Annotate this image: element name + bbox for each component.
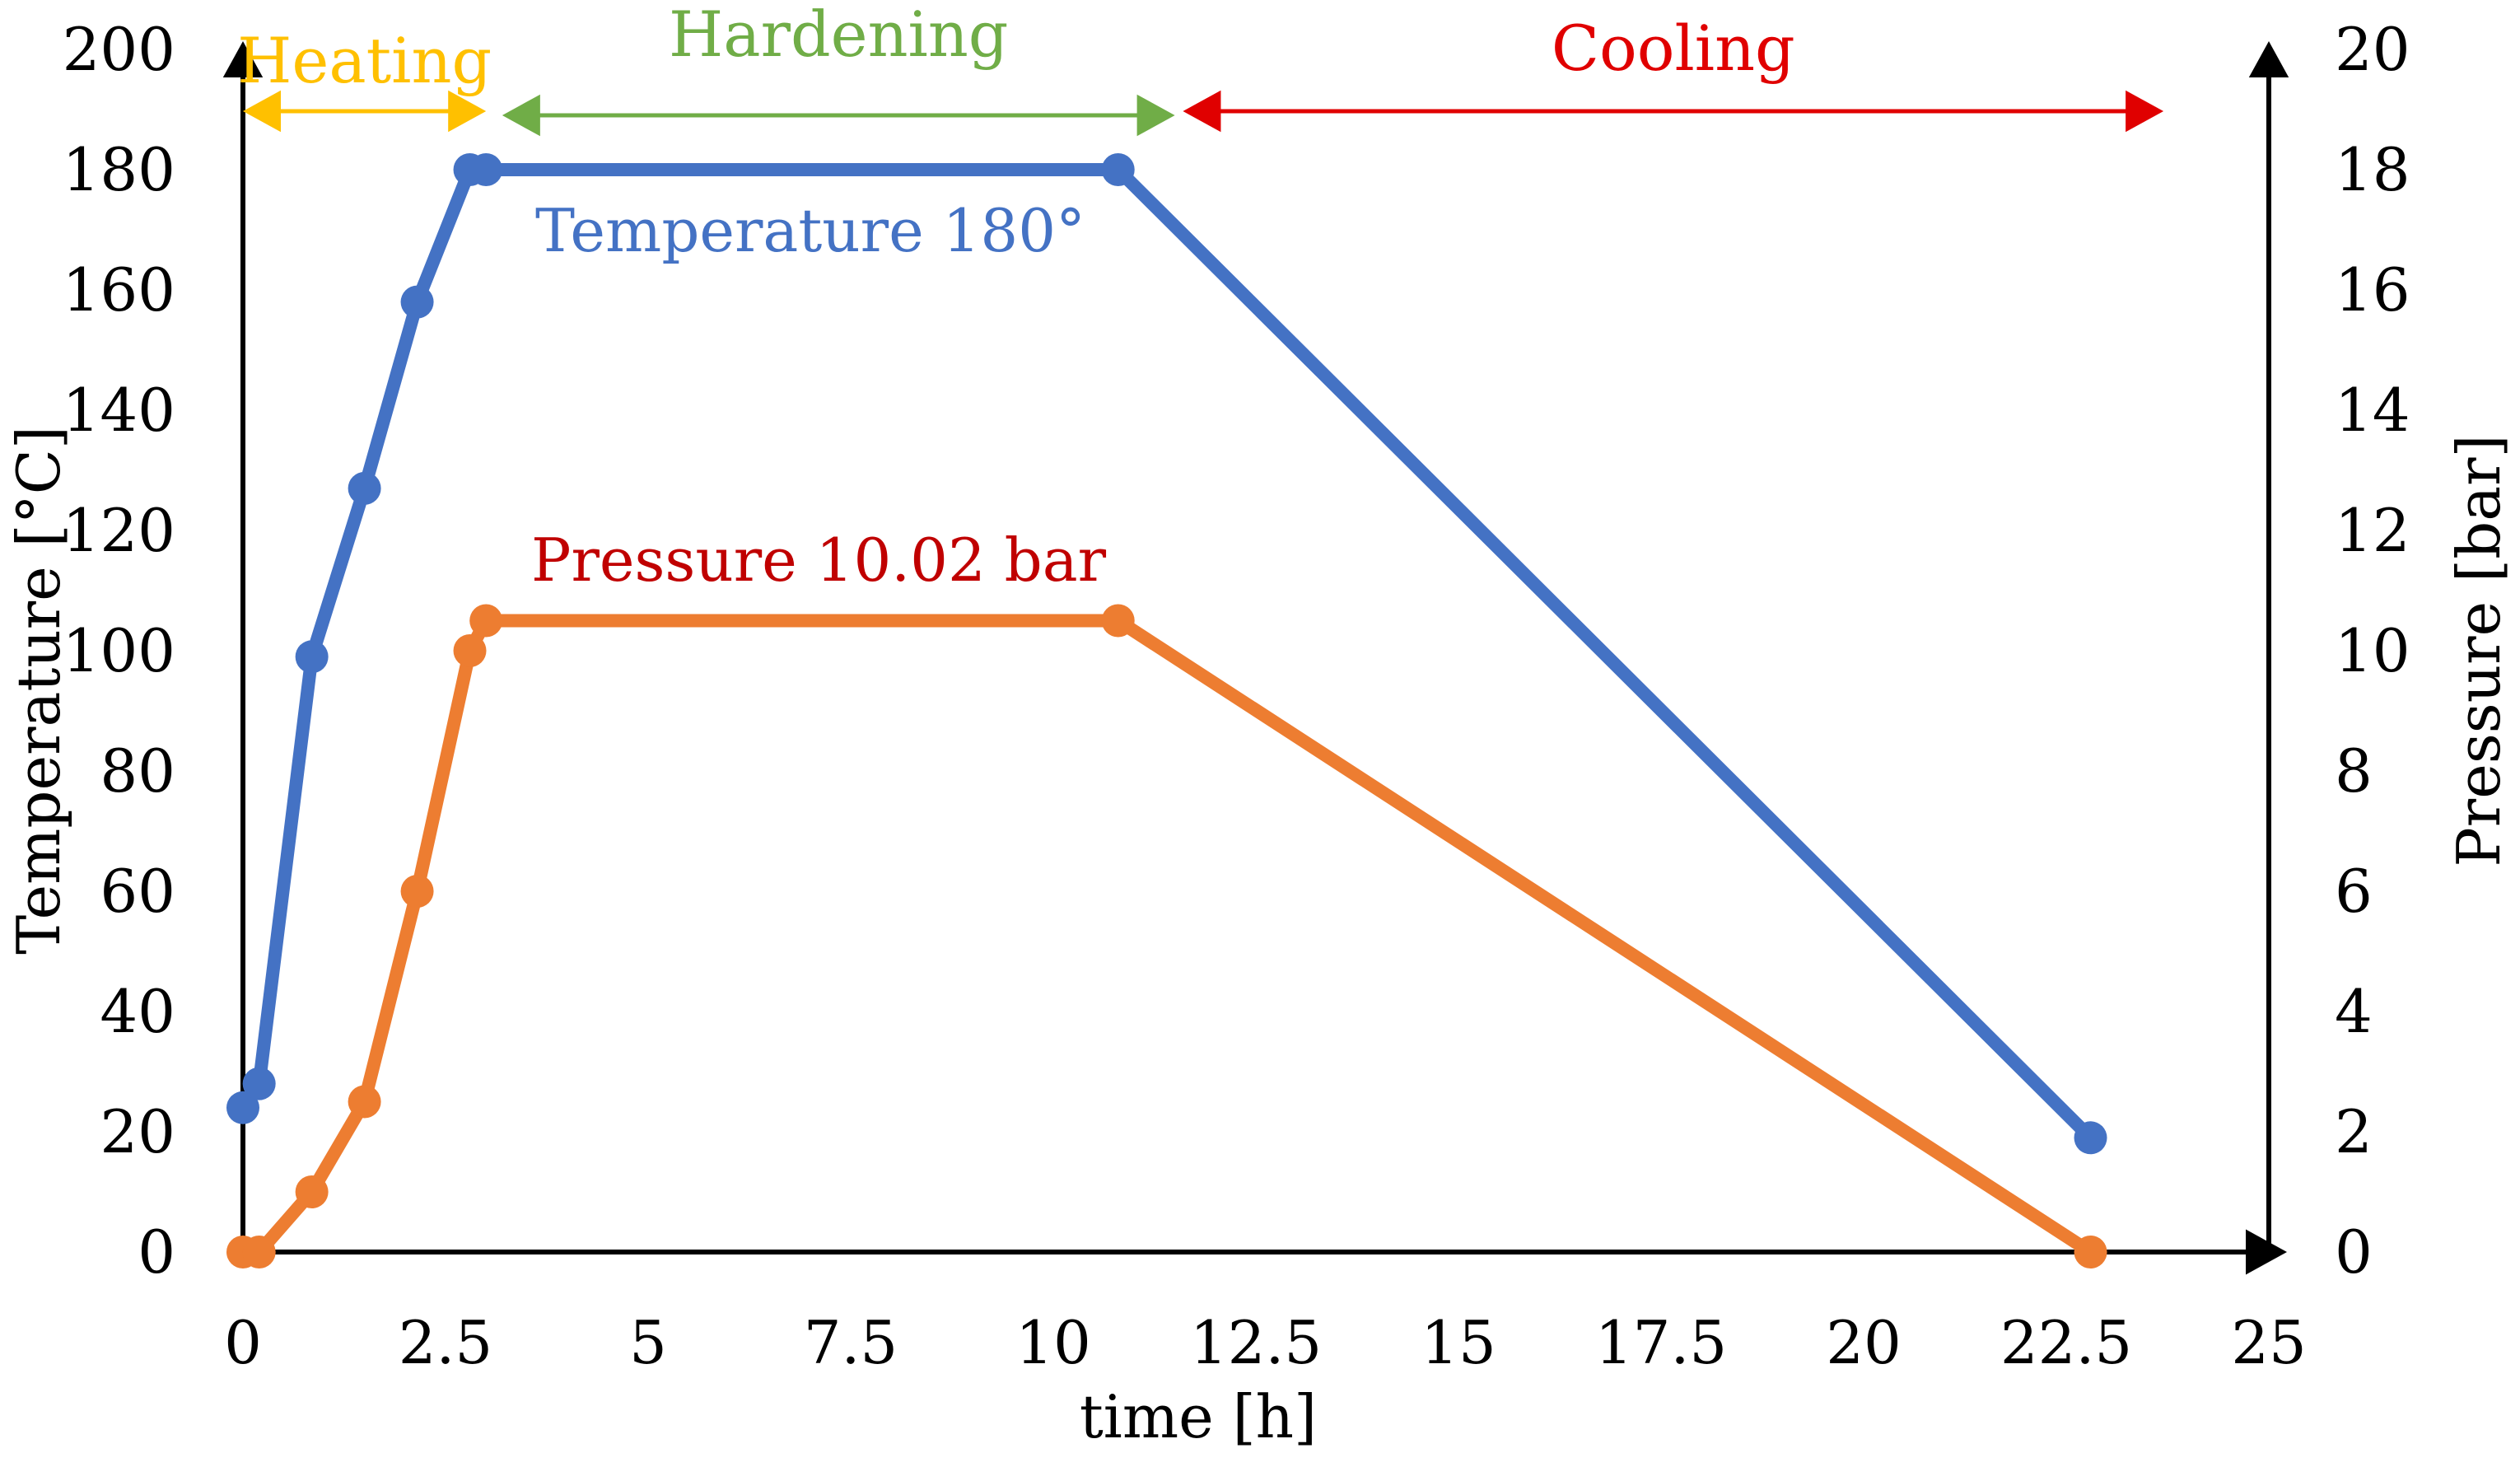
y-axis-left-title: Temperature [°C] [4, 426, 73, 955]
temperature-series-label: Temperature 180° [535, 196, 1085, 265]
hardening-phase-arrow-right [1136, 94, 1175, 137]
heating-phase-arrow-right [448, 90, 487, 133]
temperature-point [348, 471, 381, 505]
temperature-point [400, 285, 434, 319]
temperature-point [2074, 1121, 2107, 1155]
x-tick-label: 2.5 [399, 1308, 493, 1377]
temperature-point [469, 153, 503, 186]
x-tick-label: 12.5 [1190, 1308, 1322, 1377]
y-left-tick-label: 80 [100, 736, 175, 806]
y-right-tick-label: 8 [2335, 736, 2373, 806]
phase-layer: Heating Hardening Cooling [237, 0, 2164, 137]
temperature-point [242, 1067, 276, 1100]
y-left-tick-label: 0 [138, 1217, 175, 1287]
cooling-phase-arrow-right [2126, 90, 2164, 133]
axes-layer [222, 41, 2289, 1275]
y-axis-left-arrow [222, 41, 264, 77]
y-right-tick-label: 2 [2335, 1097, 2373, 1166]
x-tick-label: 20 [1826, 1308, 1902, 1377]
y-right-tick-label: 10 [2335, 616, 2410, 685]
temperature-point [1101, 153, 1135, 186]
y-right-tick-label: 0 [2335, 1217, 2373, 1287]
y-left-tick-label: 120 [63, 496, 175, 565]
y-right-tick-label: 12 [2335, 496, 2410, 565]
series-layer [226, 153, 2107, 1268]
hardening-phase-arrow-left [502, 94, 540, 137]
pressure-series-label: Pressure 10.02 bar [531, 526, 1107, 595]
y-right-tick-label: 14 [2335, 376, 2410, 445]
pressure-point [348, 1085, 381, 1119]
y-axis-right-title: Pressure [bar] [2444, 434, 2513, 867]
pressure-point [469, 604, 503, 638]
y-right-tick-label: 20 [2335, 15, 2410, 84]
x-tick-label: 7.5 [804, 1308, 898, 1377]
cooling-phase-arrow-left [1183, 90, 1221, 133]
cooling-phase-label: Cooling [1552, 12, 1795, 85]
x-tick-label: 25 [2231, 1308, 2307, 1377]
pressure-point [295, 1175, 329, 1208]
y-right-tick-label: 18 [2335, 135, 2410, 204]
y-left-tick-label: 140 [63, 376, 175, 445]
hardening-phase-label: Hardening [669, 0, 1008, 71]
y-right-tick-label: 4 [2335, 977, 2373, 1046]
pressure-point [1101, 604, 1135, 638]
temperature-point [295, 640, 329, 674]
y-left-tick-label: 180 [63, 135, 175, 204]
x-tick-label: 15 [1421, 1308, 1496, 1377]
y-right-tick-label: 6 [2335, 857, 2373, 926]
y-left-tick-label: 200 [63, 15, 175, 84]
y-left-tick-label: 100 [63, 616, 175, 685]
pressure-point [242, 1236, 276, 1268]
pressure-point [453, 634, 487, 667]
y-left-tick-label: 20 [100, 1097, 175, 1166]
pressure-point [400, 875, 434, 908]
x-tick-label: 10 [1015, 1308, 1091, 1377]
y-left-tick-label: 160 [63, 255, 175, 325]
y-axis-right-arrow [2248, 41, 2289, 77]
heating-phase-label: Heating [237, 24, 492, 97]
x-tick-label: 17.5 [1595, 1308, 1727, 1377]
ticks-layer: 0 2.5 5 7.5 10 12.5 15 17.5 20 22.5 25020406080100… [63, 15, 2410, 1377]
x-axis-title: time [h] [1080, 1382, 1317, 1451]
temperature-point [226, 1091, 259, 1124]
heating-phase-arrow-left [243, 90, 281, 133]
pressure-point [2074, 1236, 2107, 1268]
x-tick-label: 0 [224, 1308, 262, 1377]
y-left-tick-label: 40 [100, 977, 175, 1046]
x-tick-label: 5 [629, 1308, 667, 1377]
y-left-tick-label: 60 [100, 857, 175, 926]
x-tick-label: 22.5 [2000, 1308, 2132, 1377]
pressure-line [236, 614, 2098, 1259]
y-right-tick-label: 16 [2335, 255, 2410, 325]
